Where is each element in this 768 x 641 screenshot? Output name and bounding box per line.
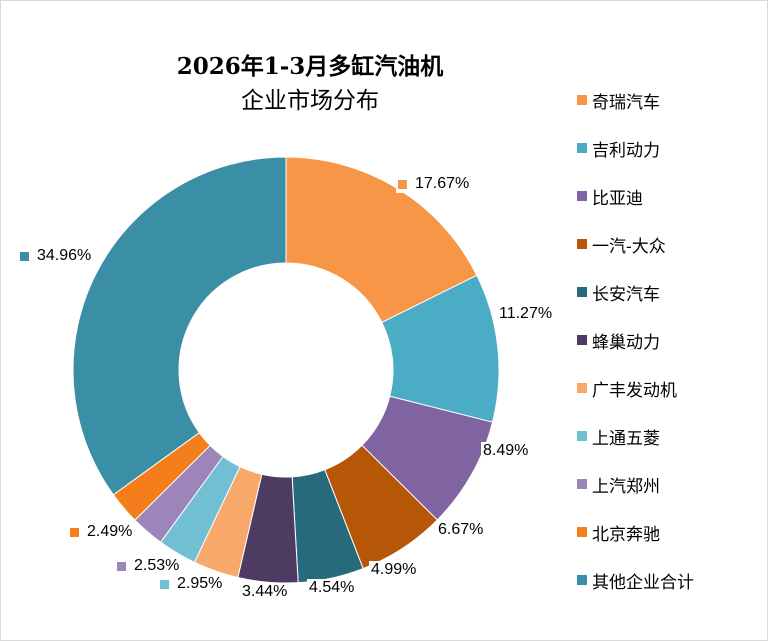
legend-item: 奇瑞汽车 <box>577 88 660 113</box>
legend-item: 长安汽车 <box>577 280 660 305</box>
data-label-text: 8.49% <box>483 442 529 459</box>
chart-title: 2026年1-3月多缸汽油机 企业市场分布 <box>140 50 480 118</box>
legend-label: 长安汽车 <box>592 284 660 305</box>
legend-item: 其他企业合计 <box>577 568 694 593</box>
data-label-7: 2.95% <box>158 575 225 593</box>
legend-swatch <box>577 479 587 489</box>
data-label-5: 4.54% <box>307 579 357 597</box>
data-label-swatch <box>117 561 126 571</box>
legend-label: 蜂巢动力 <box>592 332 660 353</box>
legend-label: 一汽-大众 <box>592 236 666 257</box>
data-label-text: 11.27% <box>499 305 553 322</box>
data-label-6: 3.44% <box>240 583 290 601</box>
data-label-text: 2.53% <box>134 557 180 574</box>
slice-0 <box>285 156 478 324</box>
data-label-10: 34.96% <box>18 247 94 265</box>
legend-swatch <box>577 143 587 153</box>
legend-label: 吉利动力 <box>592 140 660 161</box>
legend-label: 其他企业合计 <box>592 572 694 593</box>
legend-swatch <box>577 431 587 441</box>
data-label-text: 34.96% <box>37 247 92 264</box>
data-label-4: 4.99% <box>369 561 419 579</box>
legend-label: 比亚迪 <box>592 188 643 209</box>
legend-item: 上汽郑州 <box>577 472 660 497</box>
data-label-3: 6.67% <box>436 521 486 539</box>
data-label-text: 4.54% <box>309 579 355 596</box>
data-label-text: 3.44% <box>242 583 288 600</box>
legend-item: 上通五菱 <box>577 424 660 449</box>
legend-item: 蜂巢动力 <box>577 328 660 353</box>
legend-label: 北京奔驰 <box>592 524 660 545</box>
data-label-text: 2.49% <box>87 523 133 540</box>
data-label-swatch <box>160 579 169 589</box>
legend-label: 上通五菱 <box>592 428 660 449</box>
data-label-8: 2.53% <box>115 557 182 575</box>
legend-swatch <box>577 95 587 105</box>
data-label-swatch <box>70 527 79 537</box>
chart-title-line-2: 企业市场分布 <box>241 88 379 114</box>
legend-swatch <box>577 575 587 585</box>
doughnut-slices <box>72 156 500 584</box>
slice-10 <box>72 156 287 496</box>
legend-swatch <box>577 335 587 345</box>
data-label-9: 2.49% <box>68 523 135 541</box>
legend-item: 比亚迪 <box>577 184 643 209</box>
legend-swatch <box>577 239 587 249</box>
data-label-text: 2.95% <box>177 575 223 592</box>
legend-label: 上汽郑州 <box>592 476 660 497</box>
legend-item: 一汽-大众 <box>577 232 666 257</box>
legend-swatch <box>577 383 587 393</box>
legend-item: 吉利动力 <box>577 136 660 161</box>
data-label-text: 17.67% <box>415 175 470 192</box>
legend-swatch <box>577 287 587 297</box>
data-label-1: 11.27% <box>497 305 555 323</box>
legend-label: 奇瑞汽车 <box>592 92 660 113</box>
legend-label: 广丰发动机 <box>592 380 677 401</box>
data-label-text: 6.67% <box>438 521 484 538</box>
legend-item: 广丰发动机 <box>577 376 677 401</box>
legend-swatch <box>577 527 587 537</box>
data-label-swatch <box>398 179 407 189</box>
chart-title-line-1: 2026年1-3月多缸汽油机 <box>176 53 444 80</box>
data-label-0: 17.67% <box>396 175 472 193</box>
legend-swatch <box>577 191 587 201</box>
data-label-text: 4.99% <box>371 561 417 578</box>
data-label-swatch <box>20 251 29 261</box>
legend-item: 北京奔驰 <box>577 520 660 545</box>
data-label-2: 8.49% <box>481 442 531 460</box>
